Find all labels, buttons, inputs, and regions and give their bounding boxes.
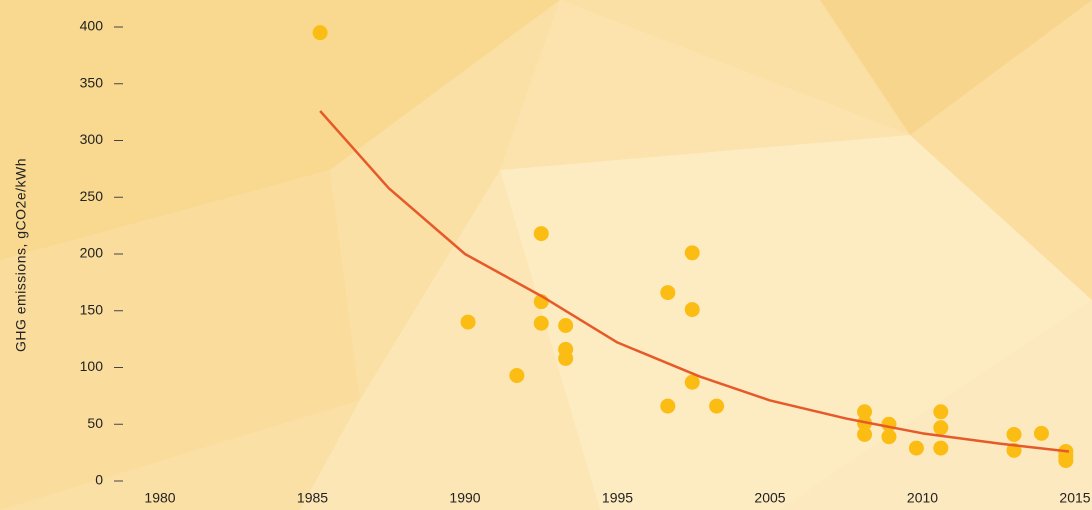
y-tick-label: 350 [80, 74, 104, 90]
x-tick-label: 1980 [144, 490, 175, 506]
data-point [558, 318, 574, 334]
data-point [933, 420, 949, 436]
data-point [684, 245, 700, 261]
data-point [933, 440, 949, 456]
data-point [460, 314, 476, 330]
data-point [660, 398, 676, 414]
y-tick-label: 0 [95, 472, 103, 488]
data-point [558, 350, 574, 366]
data-point [709, 398, 725, 414]
y-tick-label: 150 [80, 301, 104, 317]
y-tick-label: 400 [80, 18, 104, 34]
data-point [908, 440, 924, 456]
y-tick-label: 100 [80, 358, 104, 374]
data-point [933, 404, 949, 420]
data-point [509, 367, 525, 383]
data-point [533, 315, 549, 331]
x-tick-label: 2015 [1059, 490, 1090, 506]
data-point [857, 404, 873, 420]
trend-line [319, 110, 1070, 453]
y-tick-label: 300 [80, 131, 104, 147]
data-point [533, 226, 549, 242]
data-point [684, 374, 700, 390]
data-point [1006, 426, 1022, 442]
data-point [857, 426, 873, 442]
x-tick-label: 1985 [297, 490, 328, 506]
data-point [660, 285, 676, 301]
y-tick-label: 250 [80, 188, 104, 204]
data-point [1058, 453, 1074, 469]
x-tick-label: 2010 [907, 490, 938, 506]
data-point [684, 302, 700, 318]
data-point [881, 429, 897, 445]
x-tick-label: 1990 [449, 490, 480, 506]
x-tick-label: 1995 [602, 490, 633, 506]
data-point [1033, 425, 1049, 441]
data-point [312, 25, 328, 41]
y-axis-label: GHG emissions, gCO2e/kWh [13, 158, 29, 352]
y-tick-label: 50 [87, 415, 103, 431]
x-tick-label: 2005 [754, 490, 785, 506]
y-tick-label: 200 [80, 245, 104, 261]
